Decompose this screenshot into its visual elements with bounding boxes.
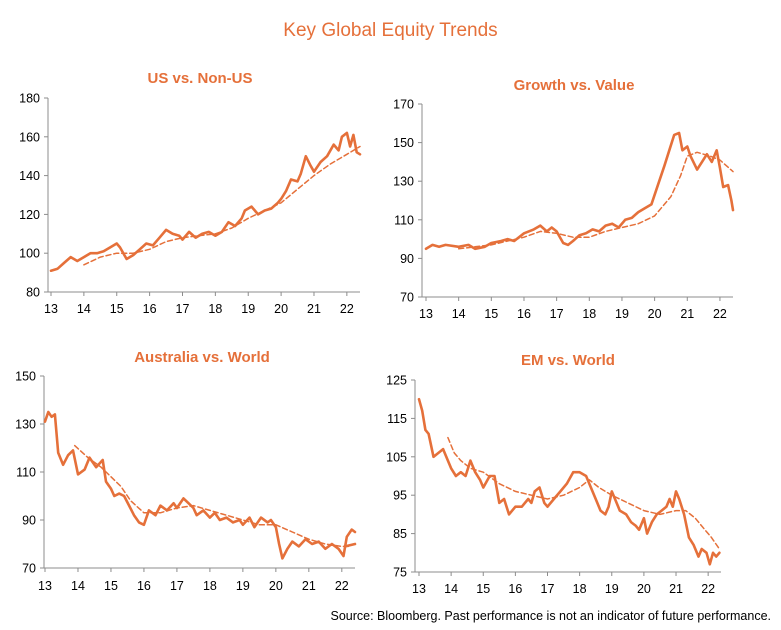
x-tick-label: 13 [44, 302, 58, 316]
x-tick-label: 22 [335, 579, 349, 593]
y-tick-label: 70 [400, 291, 414, 305]
x-tick-label: 13 [419, 307, 433, 321]
x-tick-label: 19 [605, 582, 619, 596]
y-tick-label: 90 [400, 252, 414, 266]
x-tick-label: 14 [452, 307, 466, 321]
x-tick-label: 15 [476, 582, 490, 596]
y-tick-label: 100 [19, 247, 40, 261]
x-tick-label: 14 [444, 582, 458, 596]
x-tick-label: 17 [170, 579, 184, 593]
y-tick-label: 150 [393, 136, 414, 150]
y-tick-label: 125 [386, 374, 407, 388]
y-tick-label: 160 [19, 130, 40, 144]
x-tick-label: 21 [307, 302, 321, 316]
x-tick-label: 13 [412, 582, 426, 596]
series-line-dashed [447, 436, 721, 550]
panel-growth-vs-value: Growth vs. Value 70 90 110 130 150 170 13 14 15 16… [393, 77, 735, 321]
x-tick-label: 21 [669, 582, 683, 596]
x-tick-label: 15 [110, 302, 124, 316]
y-tick-label: 90 [22, 514, 36, 528]
y-tick-label: 110 [16, 466, 36, 480]
y-tick-label: 85 [393, 527, 407, 541]
y-tick-label: 130 [393, 175, 414, 189]
y-tick-label: 115 [387, 412, 407, 426]
x-tick-label: 18 [203, 579, 217, 593]
x-tick-label: 15 [484, 307, 498, 321]
series-line-solid [49, 131, 362, 272]
x-tick-label: 14 [71, 579, 85, 593]
x-tick-label: 18 [573, 582, 587, 596]
y-tick-label: 130 [15, 418, 36, 432]
y-tick-label: 110 [394, 213, 414, 227]
series-line-dashed [73, 444, 350, 548]
x-tick-label: 21 [302, 579, 316, 593]
x-tick-label: 14 [77, 302, 91, 316]
x-tick-label: 17 [550, 307, 564, 321]
y-tick-label: 150 [15, 370, 36, 384]
panel-title-em-vs-world: EM vs. World [521, 352, 615, 369]
x-tick-label: 16 [517, 307, 531, 321]
panel-em-vs-world: EM vs. World 75 85 95 105 115 125 13 14 15 16 17 18 1… [386, 352, 721, 596]
y-tick-label: 105 [386, 450, 407, 464]
x-tick-label: 22 [713, 307, 727, 321]
source-note: Source: Bloomberg. Past performance is n… [330, 609, 771, 623]
x-tick-label: 19 [615, 307, 629, 321]
x-tick-label: 16 [508, 582, 522, 596]
x-tick-label: 20 [648, 307, 662, 321]
x-tick-label: 17 [176, 302, 190, 316]
x-tick-label: 20 [269, 579, 283, 593]
y-tick-label: 140 [19, 169, 40, 183]
y-tick-label: 170 [393, 98, 414, 112]
panel-us-vs-non-us: US vs. Non-US 80 100 120 140 160 180 13 14 15 16 17… [19, 70, 362, 316]
series-line-dashed [83, 145, 361, 266]
x-tick-label: 20 [274, 302, 288, 316]
x-tick-label: 16 [143, 302, 157, 316]
x-tick-label: 18 [208, 302, 222, 316]
series-line-solid [424, 131, 735, 251]
y-tick-label: 70 [22, 562, 36, 576]
y-tick-label: 80 [26, 286, 40, 300]
panel-title-growth-vs-value: Growth vs. Value [514, 77, 635, 94]
y-tick-label: 120 [19, 208, 40, 222]
panel-title-us-vs-non-us: US vs. Non-US [147, 70, 252, 87]
x-tick-label: 19 [241, 302, 255, 316]
series-line-solid [417, 397, 721, 566]
y-tick-label: 95 [393, 489, 407, 503]
series-line-dashed [457, 151, 734, 250]
main-title: Key Global Equity Trends [283, 20, 498, 41]
x-tick-label: 19 [236, 579, 250, 593]
x-tick-label: 21 [680, 307, 694, 321]
x-tick-label: 18 [582, 307, 596, 321]
x-tick-label: 16 [137, 579, 151, 593]
x-tick-label: 17 [541, 582, 555, 596]
x-tick-label: 13 [38, 579, 52, 593]
x-tick-label: 22 [701, 582, 715, 596]
panel-australia-vs-world: Australia vs. World 70 90 110 130 150 13 14 15 16… [15, 349, 357, 593]
series-line-solid [43, 410, 357, 560]
y-tick-label: 75 [393, 566, 407, 580]
panel-title-australia-vs-world: Australia vs. World [134, 349, 270, 366]
y-tick-label: 180 [19, 92, 40, 106]
x-tick-label: 20 [637, 582, 651, 596]
x-tick-label: 15 [104, 579, 118, 593]
x-tick-label: 22 [340, 302, 354, 316]
